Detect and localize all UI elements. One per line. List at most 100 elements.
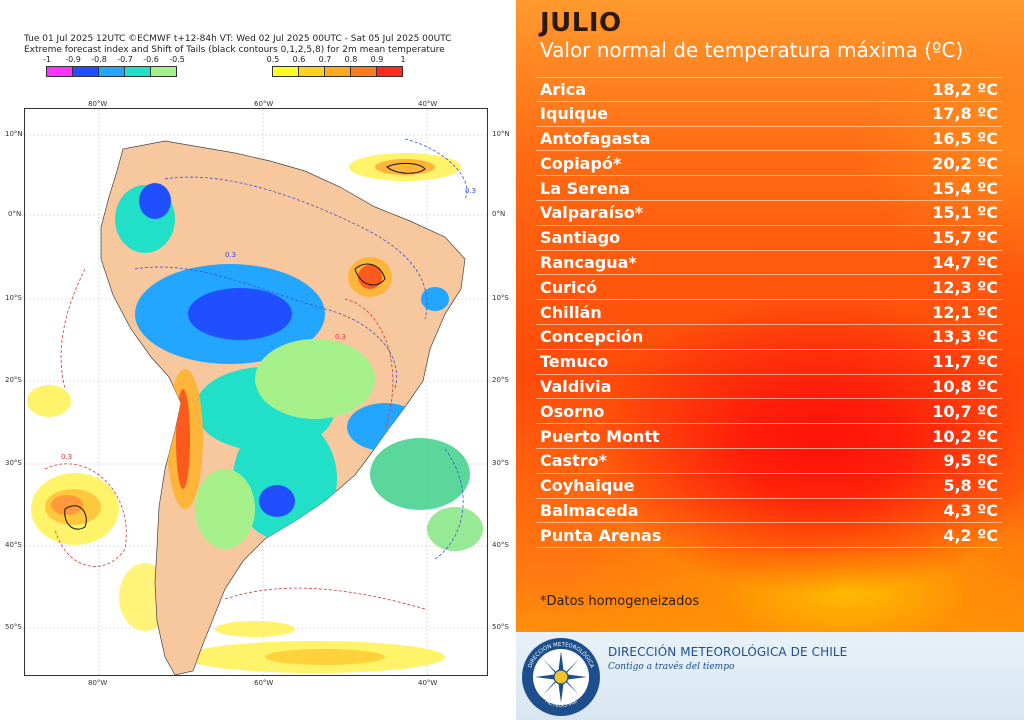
city-row: Arica 18,2 ºC	[536, 77, 1002, 102]
colorbar-negative	[46, 66, 177, 77]
colorbar-negative-cell	[124, 66, 151, 77]
city-row: Antofagasta 16,5 ºC	[536, 127, 1002, 152]
lat-label: 20°S	[5, 376, 22, 384]
city-temperature: 12,3 ºC	[932, 277, 998, 297]
city-temperature: 20,2 ºC	[932, 153, 998, 173]
city-name: Arica	[540, 79, 587, 99]
colorbar-tick: -0.7	[117, 55, 133, 64]
city-name: Punta Arenas	[540, 525, 662, 545]
logo-text-bottom: METEOCHILE	[544, 698, 579, 709]
contour-label: 0.3	[335, 333, 346, 341]
lon-label: 60°W	[254, 679, 274, 687]
city-name: Osorno	[540, 401, 605, 421]
lat-label: 50°S	[5, 623, 22, 631]
city-temperature: 11,7 ºC	[932, 352, 998, 372]
org-name: DIRECCIÓN METEOROLÓGICA DE CHILE	[608, 645, 848, 659]
city-temperature: 15,7 ºC	[932, 228, 998, 248]
city-row: Coyhaique 5,8 ºC	[536, 474, 1002, 499]
city-temperature-list: Arica 18,2 ºC Iquique 17,8 ºC Antofagasta 16,…	[536, 77, 1002, 549]
city-name: Rancagua*	[540, 252, 637, 272]
map-contours	[44, 138, 468, 610]
colorbar-negative-cell	[46, 66, 73, 77]
lat-label: 20°S	[492, 376, 509, 384]
map-frame: 0.3 0.3 0.3 0.3	[24, 108, 488, 676]
city-name: Castro*	[540, 451, 607, 471]
panel-title: JULIO	[540, 8, 622, 38]
colorbar-tick: 0.8	[344, 55, 358, 64]
colorbar-positive-cell	[298, 66, 325, 77]
city-temperature: 10,8 ºC	[932, 376, 998, 396]
city-name: Curicó	[540, 277, 597, 297]
colorbar-tick: 0.6	[292, 55, 306, 64]
city-row: Chillán 12,1 ºC	[536, 300, 1002, 325]
city-row: Iquique 17,8 ºC	[536, 102, 1002, 127]
city-temperature: 5,8 ºC	[943, 476, 998, 496]
city-row: Osorno 10,7 ºC	[536, 399, 1002, 425]
city-temperature: 13,3 ºC	[932, 327, 998, 347]
city-temperature: 15,1 ºC	[932, 203, 998, 223]
city-temperature: 16,5 ºC	[932, 128, 998, 148]
colorbar-tick: 1	[400, 55, 406, 64]
efi-map-panel: Tue 01 Jul 2025 12UTC ©ECMWF t+12-84h VT…	[5, 34, 510, 687]
city-row: Balmaceda 4,3 ºC	[536, 499, 1002, 524]
city-temperature: 17,8 ºC	[932, 104, 998, 124]
map-header-line1: Tue 01 Jul 2025 12UTC ©ECMWF t+12-84h VT…	[24, 34, 452, 44]
city-temperature: 12,1 ºC	[932, 302, 998, 322]
city-name: Temuco	[540, 352, 609, 372]
city-row: Rancagua* 14,7 ºC	[536, 251, 1002, 276]
colorbar-tick: -0.9	[65, 55, 81, 64]
colorbar-tick: 0.5	[266, 55, 280, 64]
lat-label: 30°S	[492, 459, 509, 467]
temperature-panel: JULIO Valor normal de temperatura máxima…	[516, 0, 1024, 720]
city-name: Coyhaique	[540, 476, 635, 496]
city-name: Balmaceda	[540, 500, 639, 520]
city-row: Concepción 13,3 ºC	[536, 325, 1002, 350]
colorbar-negative-cell	[98, 66, 125, 77]
city-row: La Serena 15,4 ºC	[536, 176, 1002, 201]
lat-label: 10°N	[492, 130, 510, 138]
colorbar-positive-cell	[350, 66, 377, 77]
city-temperature: 18,2 ºC	[932, 79, 998, 99]
colorbar-tick: -0.5	[169, 55, 185, 64]
city-name: La Serena	[540, 178, 630, 198]
contour-label: 0.3	[225, 251, 236, 259]
city-row: Curicó 12,3 ºC	[536, 275, 1002, 301]
city-name: Valdivia	[540, 376, 612, 396]
city-name: Valparaíso*	[540, 203, 644, 223]
lon-label: 40°W	[418, 100, 438, 108]
map-header-line2: Extreme forecast index and Shift of Tail…	[24, 45, 445, 55]
colorbar-negative-cell	[150, 66, 177, 77]
city-name: Santiago	[540, 228, 621, 248]
city-temperature: 15,4 ºC	[932, 178, 998, 198]
lat-label: 0°N	[492, 210, 506, 218]
colorbar-positive-cell	[376, 66, 403, 77]
meteochile-logo: DIRECCIÓN METEOROLÓGICA METEOCHILE	[522, 638, 600, 716]
org-slogan: Contigo a través del tiempo	[608, 662, 735, 672]
city-row: Temuco 11,7 ºC	[536, 350, 1002, 375]
lon-label: 80°W	[88, 100, 108, 108]
svg-text:METEOCHILE: METEOCHILE	[544, 698, 579, 709]
city-temperature: 4,3 ºC	[943, 500, 998, 520]
lat-label: 10°S	[492, 294, 509, 302]
colorbar-tick: 0.9	[370, 55, 384, 64]
lat-label: 40°S	[492, 541, 509, 549]
city-row: Castro* 9,5 ºC	[536, 449, 1002, 474]
colorbar-negative-cell	[72, 66, 99, 77]
city-row: Santiago 15,7 ºC	[536, 226, 1002, 251]
lon-label: 60°W	[254, 100, 274, 108]
footer-bar: DIRECCIÓN METEOROLÓGICA METEOCHILE DIREC…	[516, 632, 1024, 720]
colorbar-positive-cell	[324, 66, 351, 77]
city-name: Copiapó*	[540, 153, 622, 173]
ocean-anomaly-patches	[27, 153, 483, 673]
contour-label: 0.3	[61, 453, 72, 461]
lat-label: 0°N	[8, 210, 22, 218]
colorbar-tick: -1	[43, 55, 51, 64]
panel-subtitle: Valor normal de temperatura máxima (ºC)	[540, 38, 964, 62]
colorbar-tick: -0.8	[91, 55, 107, 64]
city-name: Iquique	[540, 104, 608, 124]
map-canvas: 0.3 0.3 0.3 0.3	[25, 109, 487, 675]
lon-label: 80°W	[88, 679, 108, 687]
colorbar-positive-cell	[272, 66, 299, 77]
colorbar-tick: 0.7	[318, 55, 332, 64]
city-temperature: 10,7 ºC	[932, 401, 998, 421]
